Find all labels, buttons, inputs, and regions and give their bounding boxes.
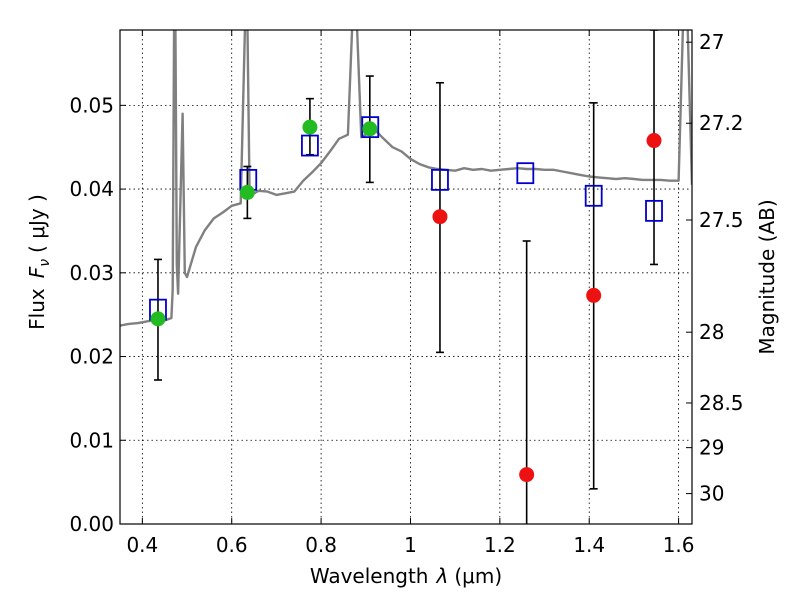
y-tick-label: 0.03 xyxy=(69,261,114,285)
x-tick-label: 0.6 xyxy=(216,533,248,557)
detection-point xyxy=(362,121,378,137)
x-axis-title: Wavelength λ (μm) xyxy=(310,564,502,588)
y-tick-label: 0.01 xyxy=(69,428,114,452)
plot-frame xyxy=(119,29,693,525)
y-tick-label: 0.02 xyxy=(69,345,114,369)
model-photometry-square xyxy=(431,168,449,191)
y2-tick-label: 29 xyxy=(699,436,724,460)
y-axis-title: FluxFν( μJy ) xyxy=(25,194,53,330)
y-tick-label: 0.04 xyxy=(69,177,114,201)
detection-point xyxy=(239,184,255,200)
x-tick-label: 1 xyxy=(404,533,417,557)
y2-tick-label: 28 xyxy=(699,320,724,344)
nondetection-point xyxy=(586,287,602,303)
model-photometry-square xyxy=(584,184,603,207)
data-layer xyxy=(120,30,692,524)
model-photometry-square xyxy=(516,162,535,185)
y2-axis-title: Magnitude (AB) xyxy=(755,199,779,354)
nondetection-point xyxy=(432,209,448,225)
nondetection-point xyxy=(519,467,535,483)
model-photometry-square xyxy=(361,116,380,139)
x-tick-label: 0.4 xyxy=(126,533,158,557)
x-tick-label: 1.6 xyxy=(663,533,695,557)
y2-tick-label: 28.5 xyxy=(699,391,744,415)
y-tick-label: 0.05 xyxy=(69,93,114,117)
x-tick-label: 1.4 xyxy=(573,533,605,557)
x-tick-label: 1.2 xyxy=(484,533,516,557)
detection-point xyxy=(150,311,166,327)
y2-tick-label: 27 xyxy=(699,30,724,54)
model-photometry-square xyxy=(301,134,319,157)
nondetection-point xyxy=(646,133,662,149)
y2-tick-label: 27.2 xyxy=(699,111,744,135)
y-tick-label: 0.00 xyxy=(69,512,114,536)
detection-point xyxy=(302,119,318,135)
tick-marks xyxy=(120,30,692,525)
y2-tick-label: 27.5 xyxy=(699,208,744,232)
model-photometry-square xyxy=(645,199,663,222)
y2-tick-label: 30 xyxy=(699,482,724,506)
x-tick-label: 0.8 xyxy=(305,533,337,557)
